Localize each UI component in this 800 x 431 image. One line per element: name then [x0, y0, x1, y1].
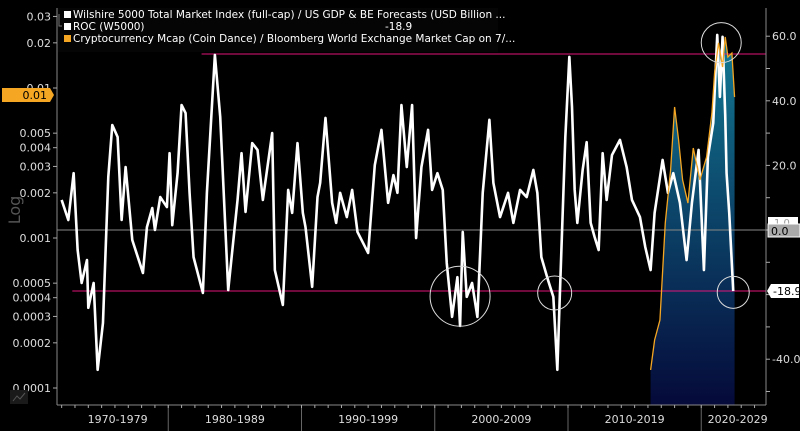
legend-swatch	[64, 11, 71, 18]
left-tick-label: 0.03	[27, 10, 52, 23]
highlight-circle	[429, 265, 491, 327]
legend-label: ROC (W5000)	[73, 21, 145, 33]
legend-label: Cryptocurrency Mcap (Coin Dance) / Bloom…	[73, 33, 515, 45]
x-category-label: 2020-2029	[708, 413, 768, 426]
highlight-circle	[537, 275, 573, 311]
legend-swatch	[64, 35, 71, 42]
roc-value-tag-label: -18.9	[773, 285, 800, 298]
left-tick-label: 0.003	[20, 160, 52, 173]
legend-label: Wilshire 5000 Total Market Index (full-c…	[73, 9, 505, 21]
x-category-label: 1980-1989	[205, 413, 265, 426]
right-tick-label: 20.0	[772, 159, 797, 172]
left-tick-label: 0.0005	[13, 277, 52, 290]
left-tick-label: 0.002	[20, 187, 52, 200]
crypto-line	[649, 36, 736, 370]
chart-settings-icon[interactable]	[10, 390, 28, 404]
legend-swatch	[64, 23, 71, 30]
left-tick-label: 0.0003	[13, 310, 52, 323]
highlight-circle	[700, 22, 742, 64]
x-category-label: 2000-2009	[471, 413, 531, 426]
left-axis-label: Log	[5, 196, 24, 225]
highlight-circle	[716, 275, 750, 309]
zero-tag-box	[767, 223, 800, 238]
left-tick-label: 0.004	[20, 142, 52, 155]
x-category-label: 1970-1979	[88, 413, 148, 426]
left-tick-label: 0.0004	[13, 292, 52, 305]
roc-line	[60, 33, 735, 372]
current-value-tag	[2, 88, 54, 102]
hidden-tag-box	[768, 217, 798, 227]
legend-value: -18.9	[385, 21, 412, 33]
left-tick-label: 0.005	[20, 127, 52, 140]
roc-value-tag	[767, 284, 799, 299]
legend: Wilshire 5000 Total Market Index (full-c…	[58, 8, 515, 52]
left-tick-label: 0.0002	[13, 337, 52, 350]
right-tick-label: 40.0	[772, 95, 797, 108]
x-category-label: 1990-1999	[338, 413, 398, 426]
zero-tag-label: 0.0	[771, 225, 789, 238]
legend-group-bracket	[58, 14, 62, 27]
left-tick-label: 0.001	[20, 232, 52, 245]
x-category-label: 2010-2019	[605, 413, 665, 426]
right-tick-label: -40.0	[772, 353, 800, 366]
current-value-tag-label: 0.01	[23, 89, 48, 102]
left-tick-label: 0.02	[27, 37, 52, 50]
right-tick-label: 60.0	[772, 30, 797, 43]
